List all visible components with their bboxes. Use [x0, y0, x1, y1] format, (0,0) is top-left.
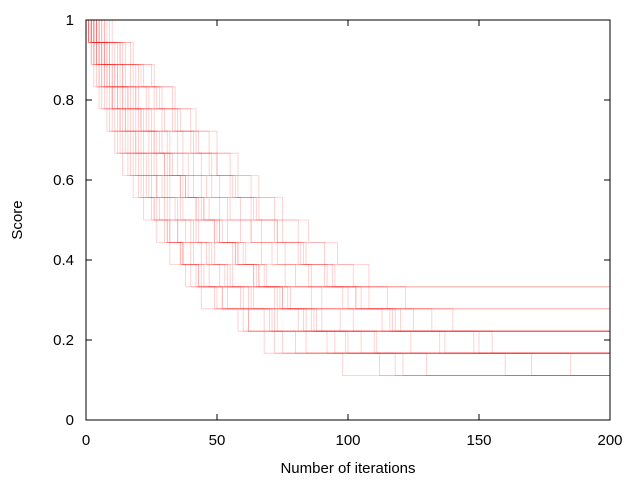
series-line-1	[86, 19, 610, 310]
series-line-16	[86, 19, 610, 288]
y-tick-label: 0.6	[53, 172, 74, 189]
series-line-23	[86, 19, 610, 376]
x-tick-label: 100	[335, 432, 360, 449]
series-line-24	[86, 19, 610, 288]
y-tick-label: 0.4	[53, 252, 74, 269]
y-tick-label: 1	[66, 12, 74, 29]
series-line-27	[86, 19, 610, 332]
series-layer	[86, 19, 610, 376]
x-tick-label: 200	[597, 432, 622, 449]
series-line-7	[86, 19, 610, 354]
series-line-4	[86, 19, 610, 354]
series-line-14	[86, 19, 610, 332]
y-tick-label: 0.8	[53, 92, 74, 109]
series-line-25	[86, 19, 610, 376]
series-line-8	[86, 19, 610, 376]
y-tick-label: 0	[66, 412, 74, 429]
series-line-17	[86, 19, 610, 376]
series-line-5	[86, 19, 610, 332]
series-line-6	[86, 19, 610, 354]
series-line-2	[86, 19, 610, 332]
series-line-10	[86, 19, 610, 310]
series-line-26	[86, 19, 610, 354]
series-line-21	[86, 19, 610, 376]
series-line-19	[86, 19, 610, 354]
y-axis-title: Score	[9, 200, 26, 239]
series-line-3	[86, 19, 610, 354]
tick-layer: 0 50 100 150 200 0 0.2 0.4 0.6 0.8 1	[53, 12, 622, 449]
series-line-30	[86, 19, 610, 332]
series-line-15	[86, 19, 610, 354]
series-line-11	[86, 19, 610, 376]
x-tick-label: 50	[209, 432, 226, 449]
series-line-13	[86, 19, 610, 376]
series-line-20	[86, 19, 610, 354]
series-line-9	[86, 19, 610, 332]
series-line-22	[86, 19, 610, 332]
x-tick-label: 150	[466, 432, 491, 449]
series-line-18	[86, 19, 610, 332]
series-line-28	[86, 19, 610, 376]
series-line-29	[86, 19, 610, 354]
series-line-12	[86, 19, 610, 354]
x-axis-title: Number of iterations	[280, 460, 415, 477]
y-tick-label: 0.2	[53, 332, 74, 349]
x-tick-label: 0	[82, 432, 90, 449]
